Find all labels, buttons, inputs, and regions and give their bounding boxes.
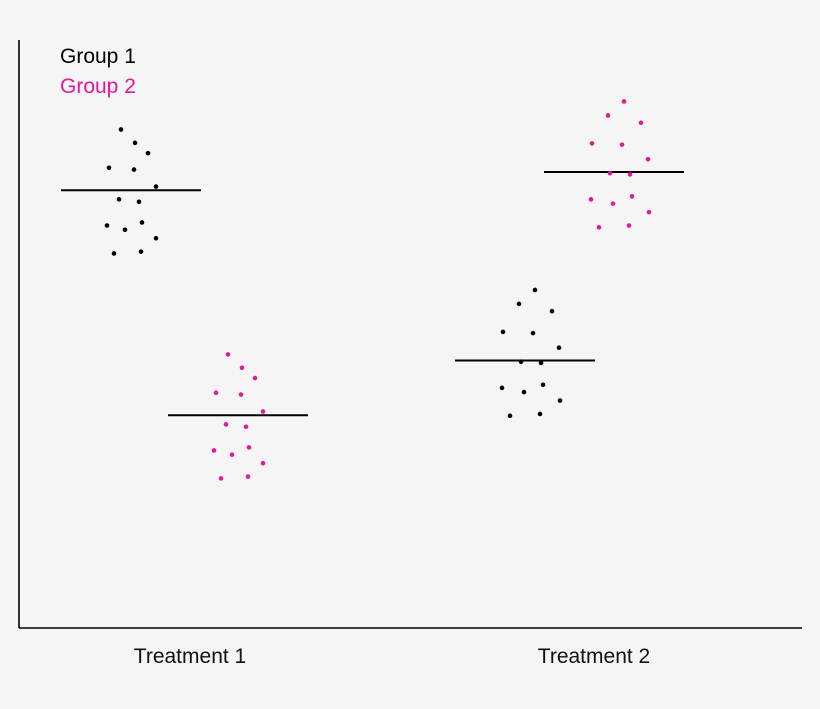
data-point-group-1 [549, 308, 555, 314]
data-point-group-2 [645, 156, 651, 162]
data-point-group-1 [518, 359, 524, 364]
data-point-group-1 [139, 220, 145, 225]
data-point-group-1 [153, 235, 159, 241]
data-point-group-2 [246, 445, 252, 450]
data-point-group-1 [530, 330, 536, 336]
data-point-group-2 [627, 172, 633, 177]
data-point-group-2 [239, 365, 245, 371]
data-point-group-2 [260, 460, 266, 466]
data-point-group-2 [238, 392, 244, 397]
data-point-group-2 [252, 375, 258, 381]
data-point-group-2 [626, 223, 632, 228]
data-point-group-2 [245, 474, 251, 479]
data-point-group-1 [132, 140, 138, 146]
data-point-group-2 [638, 120, 644, 126]
data-point-group-2 [260, 409, 266, 414]
legend-group-2: Group 2 [60, 75, 136, 98]
legend: Group 1 Group 2 [60, 45, 136, 98]
data-point-group-1 [104, 223, 110, 228]
data-point-group-2 [211, 448, 217, 453]
data-point-group-1 [118, 127, 124, 132]
data-point-group-2 [229, 452, 235, 458]
data-point-group-1 [131, 167, 137, 172]
data-point-group-1 [106, 165, 112, 171]
data-point-group-1 [538, 360, 544, 366]
data-point-group-1 [116, 197, 122, 202]
data-point-group-2 [588, 197, 594, 202]
data-point-group-2 [243, 424, 249, 430]
data-point-group-2 [619, 142, 625, 147]
data-point-group-2 [223, 422, 229, 427]
data-point-group-1 [122, 227, 128, 233]
data-point-group-2 [621, 99, 627, 104]
data-point-group-2 [589, 141, 595, 146]
data-point-group-2 [225, 352, 231, 357]
data-point-group-1 [537, 411, 543, 417]
data-point-group-1 [111, 251, 117, 256]
x-tick-treatment-2: Treatment 2 [538, 645, 650, 668]
data-point-group-1 [540, 382, 546, 388]
data-point-group-2 [629, 194, 635, 199]
data-point-group-2 [213, 390, 219, 396]
data-point-group-1 [557, 398, 563, 403]
data-point-group-1 [532, 287, 538, 293]
data-point-group-1 [145, 150, 151, 156]
legend-group-1: Group 1 [60, 45, 136, 68]
data-point-group-1 [521, 389, 527, 395]
data-point-group-2 [218, 476, 224, 481]
data-point-group-2 [596, 225, 602, 230]
data-point-group-2 [605, 113, 611, 118]
data-point-group-1 [556, 345, 562, 351]
data-point-group-1 [500, 329, 506, 335]
data-point-group-1 [499, 385, 505, 391]
data-point-group-1 [153, 184, 159, 189]
x-tick-labels: Treatment 1 Treatment 2 [134, 645, 650, 668]
data-point-group-2 [610, 201, 616, 206]
data-marks [61, 99, 684, 481]
data-point-group-2 [607, 170, 613, 176]
data-point-group-1 [138, 249, 144, 254]
data-point-group-1 [136, 199, 142, 205]
x-tick-treatment-1: Treatment 1 [134, 645, 246, 668]
data-point-group-1 [507, 413, 513, 419]
data-point-group-2 [646, 209, 652, 215]
data-point-group-1 [516, 301, 522, 307]
chart-axes [18, 40, 802, 629]
